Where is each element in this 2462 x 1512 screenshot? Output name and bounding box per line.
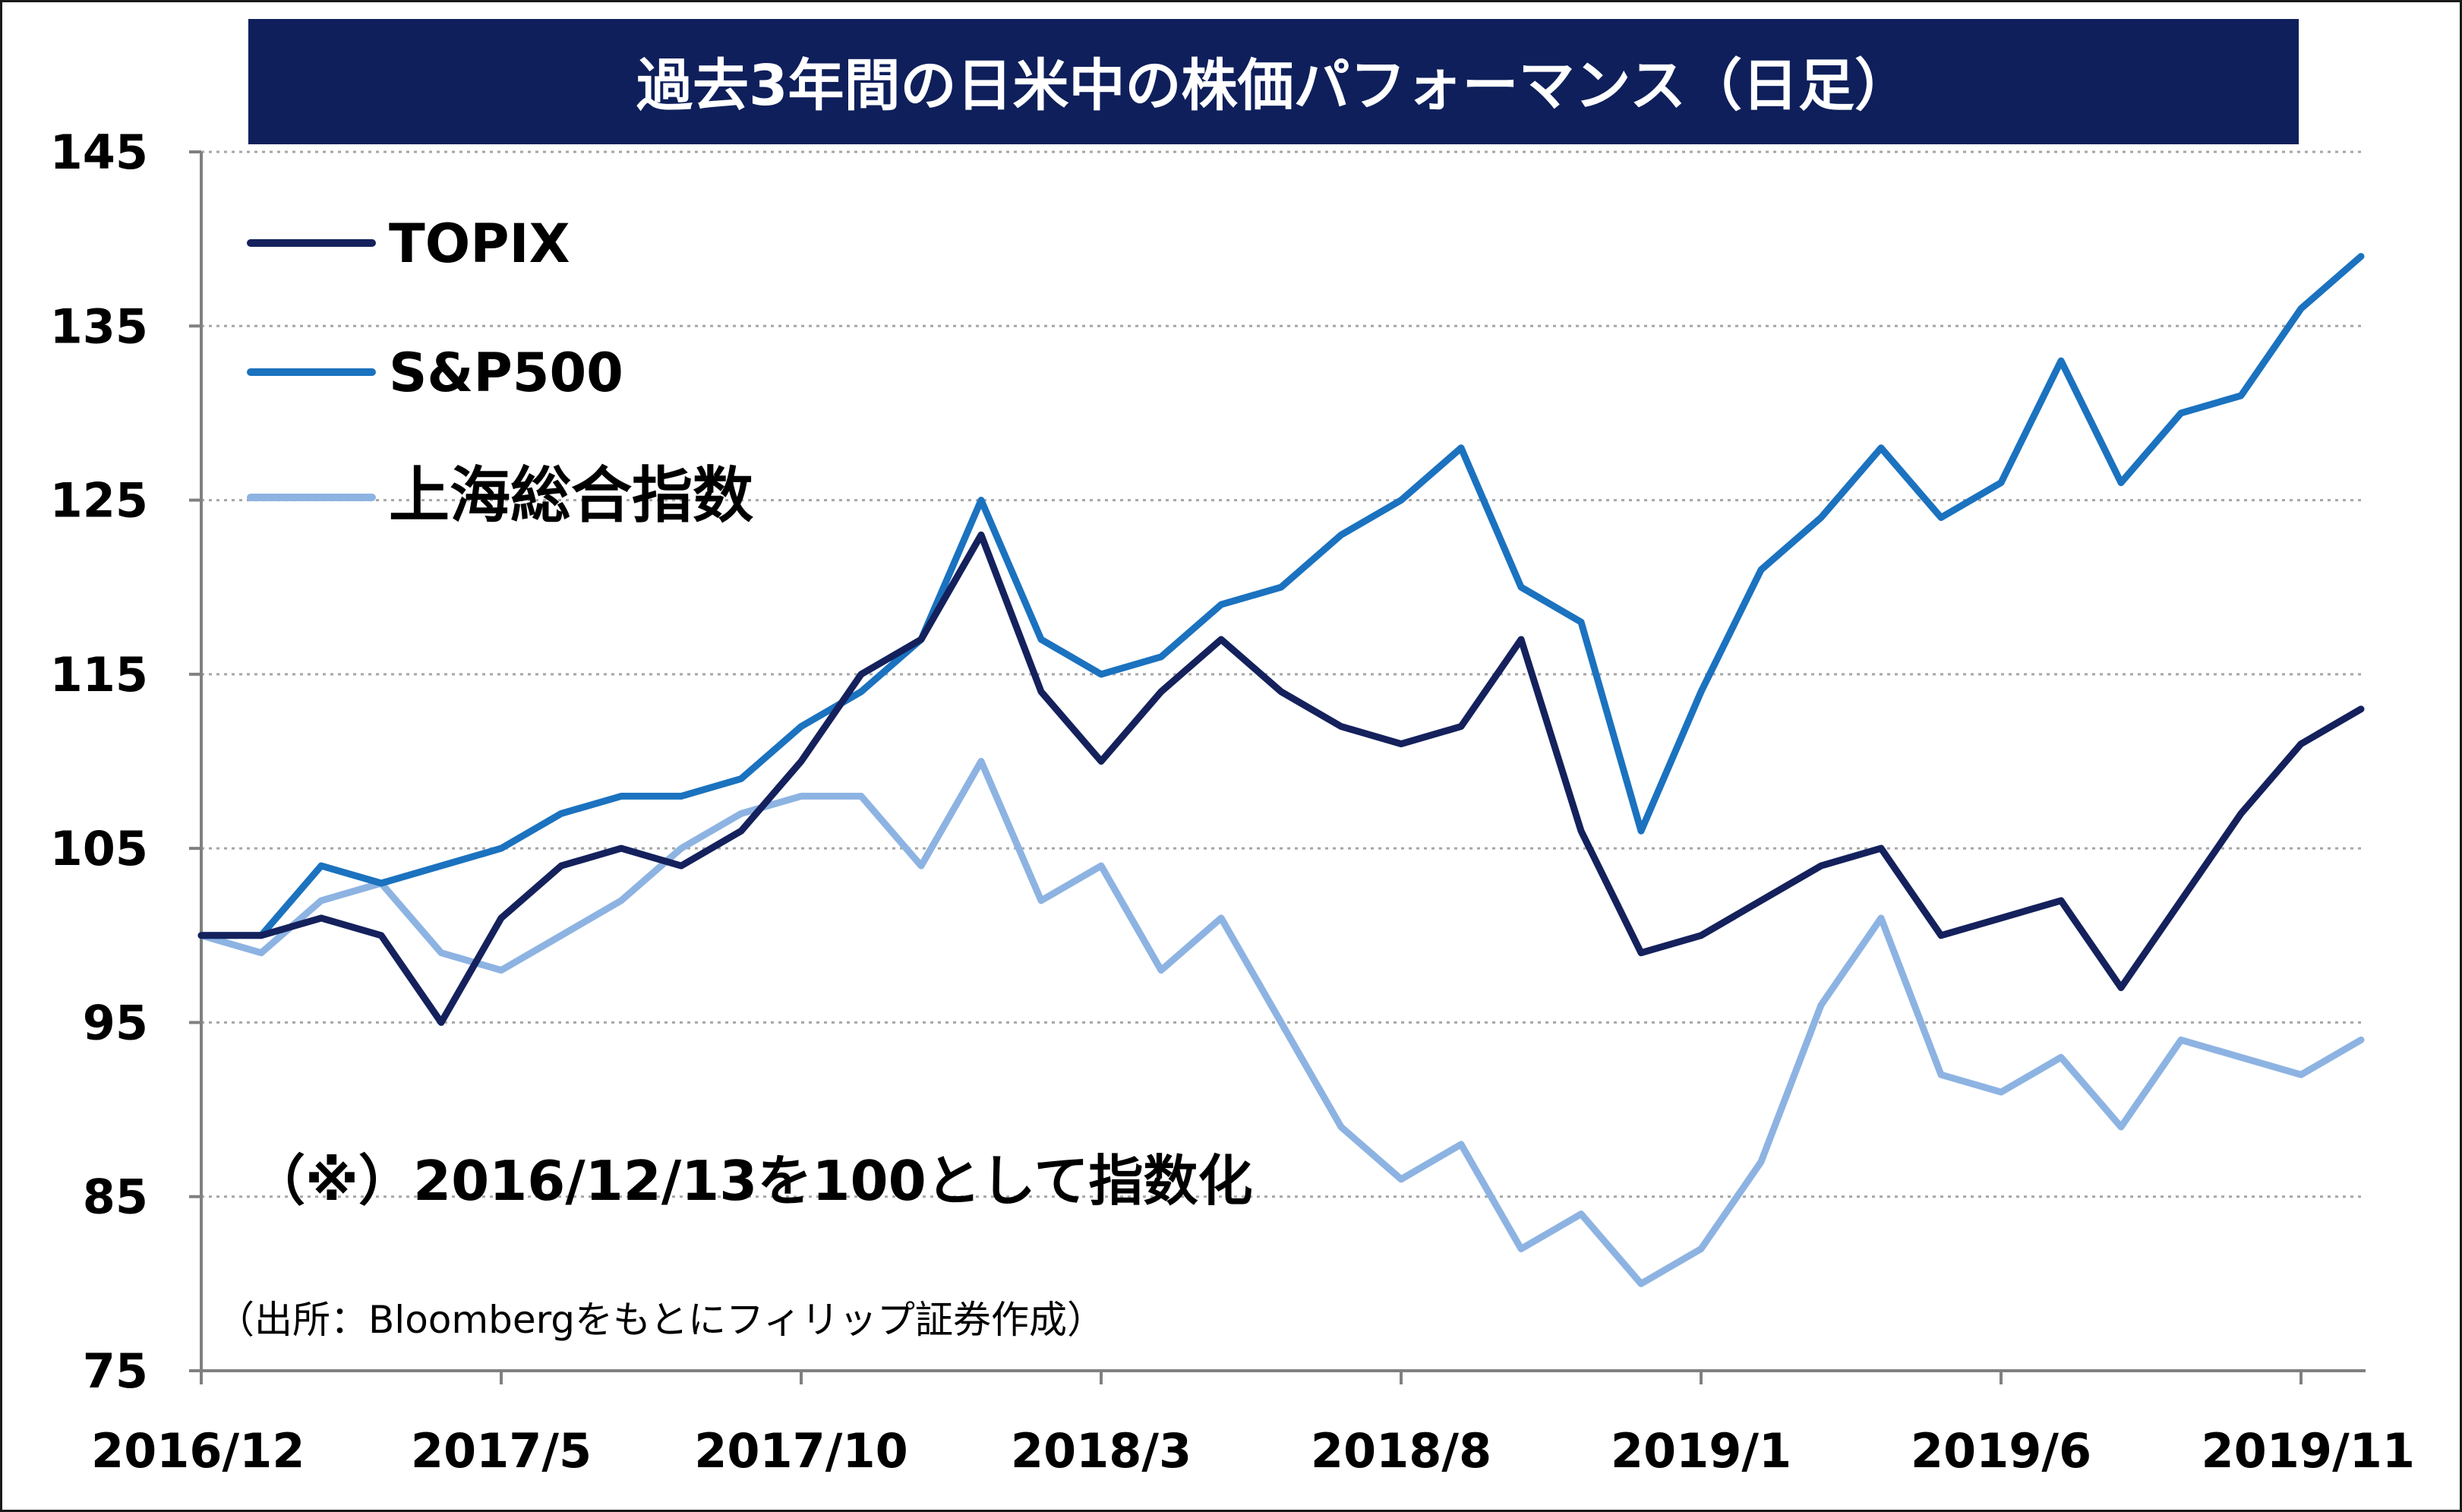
- legend-label: S&P500: [389, 342, 623, 404]
- series-lines: [197, 253, 2365, 1287]
- chart-title: 過去3年間の日米中の株価パフォーマンス（日足）: [636, 53, 1911, 118]
- y-axis-tick-labels: 145 135 125 115 105 95 85 75: [50, 125, 148, 1399]
- series-line: [197, 253, 2365, 939]
- x-tick-label: 2017/10: [694, 1423, 907, 1479]
- legend-label: TOPIX: [389, 213, 570, 275]
- index-note: （※）2016/12/13を100として指数化: [251, 1149, 1253, 1213]
- x-tick-label: 2018/8: [1311, 1423, 1491, 1479]
- y-tick-label: 135: [50, 298, 148, 354]
- series-line: [197, 758, 2365, 1287]
- chart-title-banner: 過去3年間の日米中の株価パフォーマンス（日足）: [248, 19, 2299, 144]
- title-background: [248, 19, 2299, 144]
- y-tick-label: 115: [50, 647, 148, 702]
- x-tick-label: 2018/3: [1011, 1423, 1192, 1479]
- source-note: （出所：Bloombergをもとにフィリップ証券作成）: [216, 1298, 1105, 1342]
- series-line: [197, 531, 2365, 1026]
- gridlines: [201, 150, 2366, 1198]
- y-tick-label: 85: [83, 1170, 148, 1225]
- y-tick-label: 75: [83, 1343, 148, 1399]
- y-tick-label: 125: [50, 473, 148, 529]
- y-tick-label: 105: [50, 821, 148, 876]
- x-tick-label: 2016/12: [91, 1423, 305, 1479]
- x-tick-label: 2019/11: [2202, 1423, 2415, 1479]
- legend: TOPIX S&P500 上海総合指数: [247, 213, 753, 531]
- x-tick-label: 2017/5: [411, 1423, 592, 1479]
- x-tick-label: 2019/6: [1911, 1423, 2091, 1479]
- y-tick-label: 95: [83, 995, 148, 1050]
- legend-label: 上海総合指数: [389, 460, 753, 531]
- x-axis-tick-labels: 2016/12 2017/5 2017/10 2018/3 2018/8 2019/1 20…: [91, 1423, 2415, 1479]
- axes: [189, 150, 2366, 1384]
- y-tick-label: 145: [50, 125, 148, 180]
- x-tick-label: 2019/1: [1611, 1423, 1791, 1479]
